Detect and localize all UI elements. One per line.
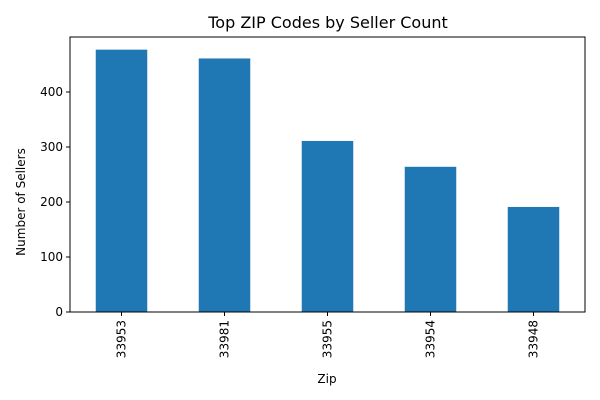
y-tick-label: 0 [55, 305, 63, 319]
y-tick-label: 200 [40, 195, 63, 209]
x-axis-ticks: 33953 33981 33955 33954 33948 [115, 312, 541, 358]
bar-33954 [404, 166, 457, 312]
x-tick-label: 33948 [527, 320, 541, 358]
x-tick-label: 33954 [424, 320, 438, 358]
chart-title: Top ZIP Codes by Seller Count [207, 13, 448, 32]
x-tick-label: 33981 [218, 320, 232, 358]
bar-33981 [198, 58, 251, 313]
x-tick-label: 33955 [321, 320, 335, 358]
y-tick-label: 400 [40, 85, 63, 99]
y-tick-label: 300 [40, 140, 63, 154]
x-tick-label: 33953 [115, 320, 129, 358]
x-axis-label: Zip [317, 372, 336, 386]
bars-group [95, 49, 560, 313]
y-axis-ticks: 0 100 200 300 400 [40, 85, 70, 319]
bar-33955 [301, 140, 354, 312]
y-tick-label: 100 [40, 250, 63, 264]
bar-33953 [95, 49, 148, 313]
bar-33948 [507, 206, 560, 312]
plot-frame [69, 36, 586, 313]
y-axis-label: Number of Sellers [14, 148, 28, 256]
